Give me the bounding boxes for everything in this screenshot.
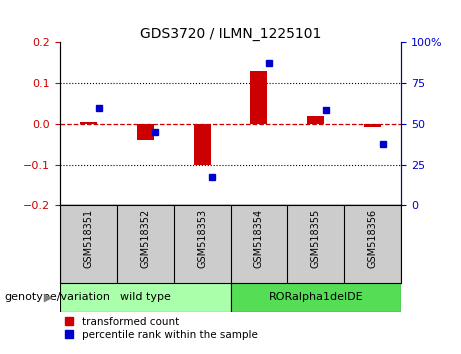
Text: RORalpha1delDE: RORalpha1delDE bbox=[268, 292, 363, 302]
Bar bbox=[194, 124, 211, 165]
Text: GSM518353: GSM518353 bbox=[197, 209, 207, 268]
Bar bbox=[136, 124, 154, 140]
Bar bbox=[80, 122, 97, 124]
Bar bbox=[307, 116, 324, 124]
Text: GSM518354: GSM518354 bbox=[254, 209, 264, 268]
Bar bbox=[250, 71, 267, 124]
Bar bbox=[60, 283, 230, 312]
Legend: transformed count, percentile rank within the sample: transformed count, percentile rank withi… bbox=[65, 317, 258, 340]
Text: genotype/variation: genotype/variation bbox=[5, 292, 111, 302]
Text: GSM518351: GSM518351 bbox=[83, 209, 94, 268]
Text: ▶: ▶ bbox=[44, 292, 52, 302]
Bar bbox=[230, 283, 401, 312]
Title: GDS3720 / ILMN_1225101: GDS3720 / ILMN_1225101 bbox=[140, 28, 321, 41]
Text: GSM518352: GSM518352 bbox=[140, 209, 150, 268]
Text: GSM518356: GSM518356 bbox=[367, 209, 378, 268]
Bar bbox=[364, 124, 381, 127]
Text: wild type: wild type bbox=[120, 292, 171, 302]
Text: GSM518355: GSM518355 bbox=[311, 209, 321, 268]
